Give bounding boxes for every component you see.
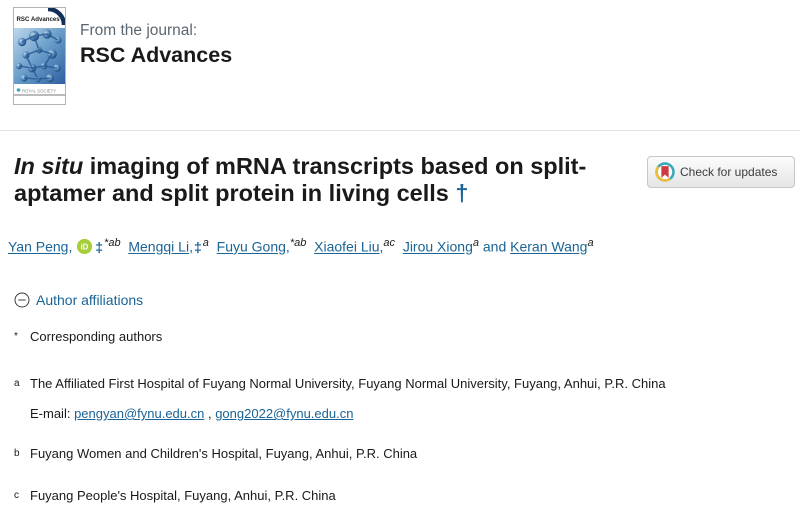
- svg-text:ROYAL SOCIETY: ROYAL SOCIETY: [22, 88, 56, 93]
- svg-text:RSC Advances: RSC Advances: [17, 16, 61, 23]
- svg-text:iD: iD: [81, 243, 89, 252]
